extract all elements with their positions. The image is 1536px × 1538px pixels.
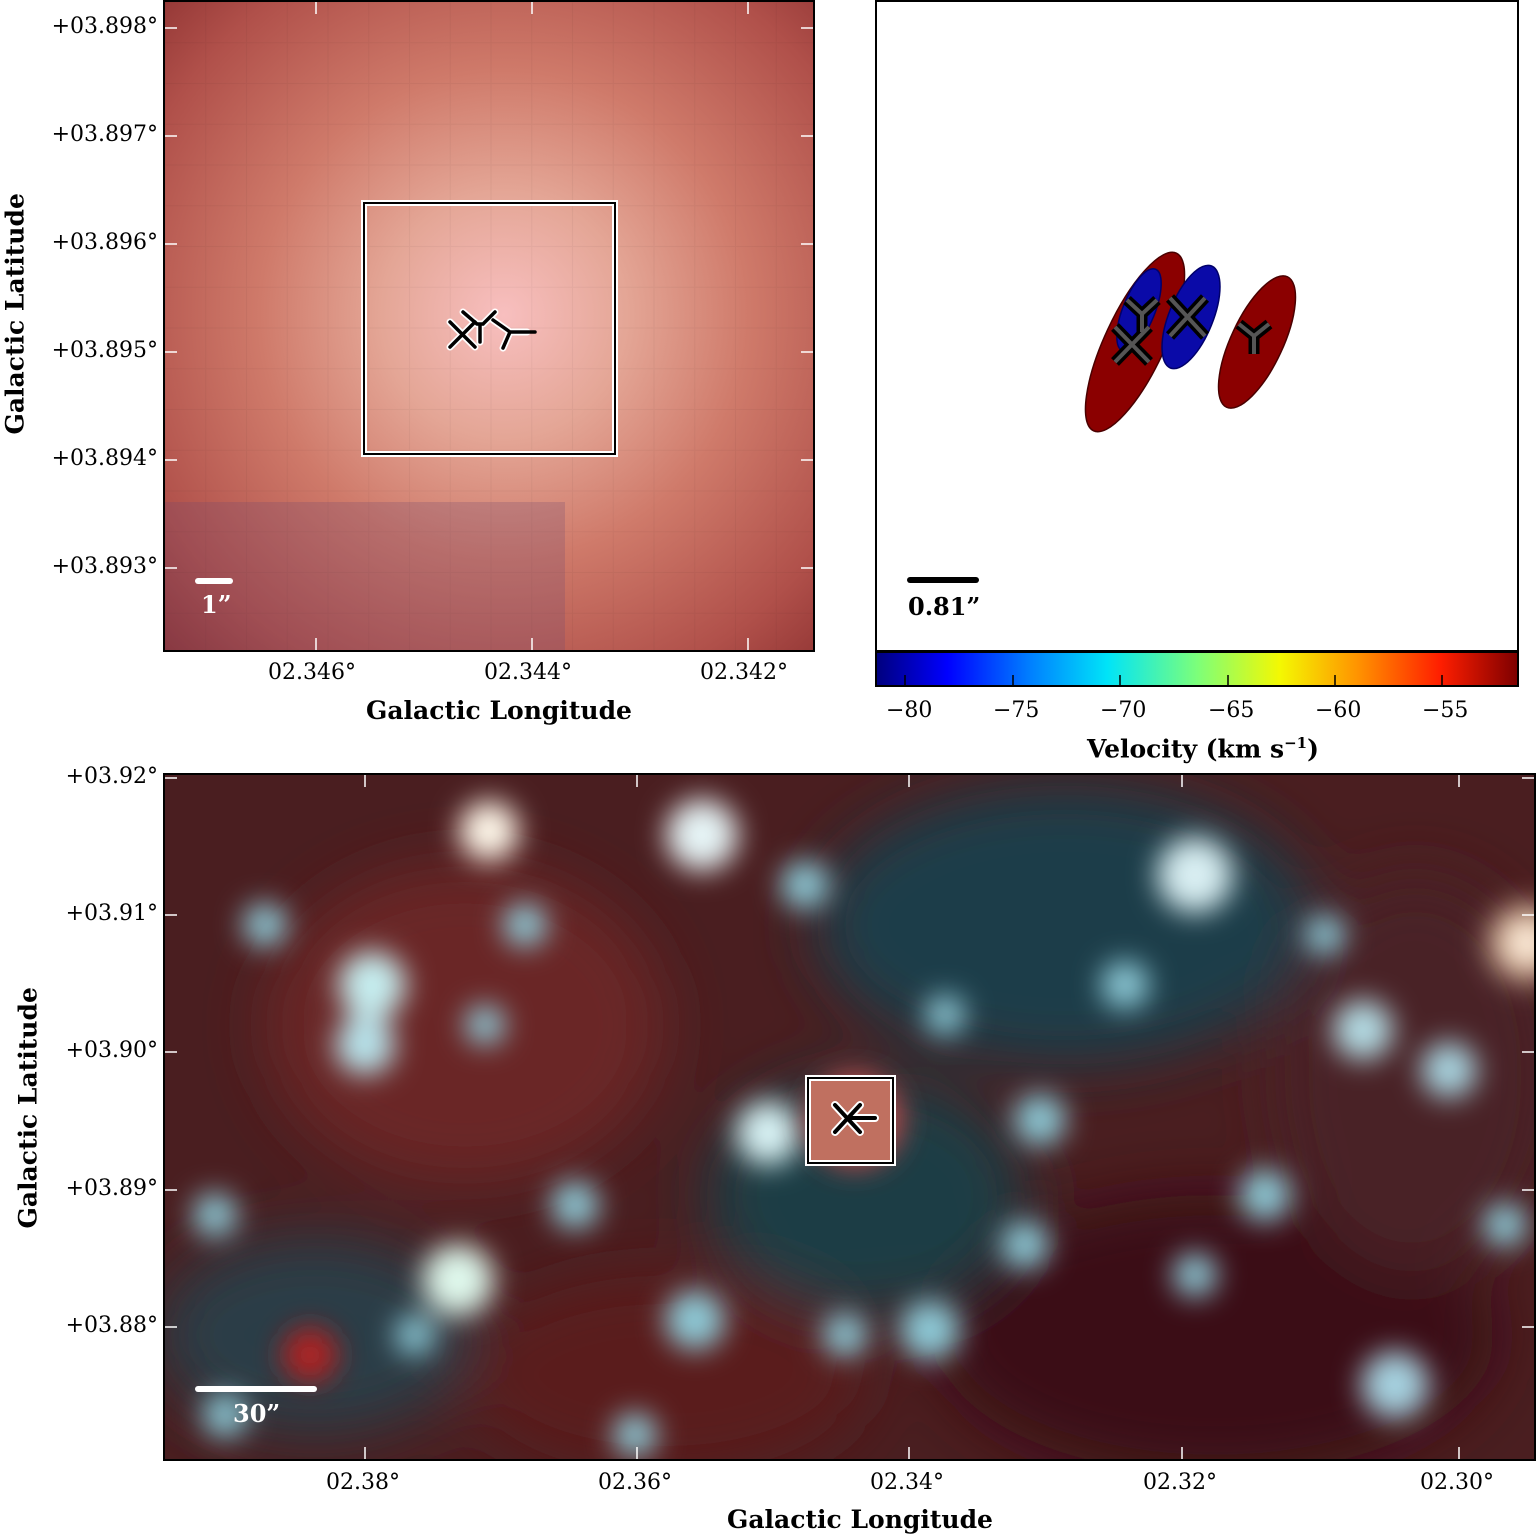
- colorbar-tick: −65: [1208, 698, 1255, 723]
- y-tick: +03.89°: [65, 1176, 158, 1201]
- colorbar-tick: −60: [1315, 698, 1362, 723]
- wide-field-image-panel: 30”: [163, 773, 1536, 1461]
- scale-bar: [195, 1386, 317, 1392]
- wide-field-image: [165, 775, 1534, 1459]
- x-tick: 02.32°: [1143, 1470, 1217, 1495]
- y-axis-title: Galactic Latitude: [13, 987, 43, 1229]
- y-tick: +03.895°: [51, 338, 158, 363]
- x-tick: 02.346°: [268, 660, 356, 685]
- source-markers: [1113, 296, 1271, 364]
- x-axis-title: Galactic Longitude: [366, 696, 632, 725]
- scale-bar: [195, 578, 233, 584]
- velocity-map: [1084, 251, 1297, 433]
- y-axis-title: Galactic Latitude: [0, 193, 30, 435]
- x-tick: 02.342°: [700, 660, 788, 685]
- zoom-image-panel: 1”: [163, 0, 815, 652]
- colorbar-tick: −70: [1100, 698, 1147, 723]
- colorbar-title-close: ): [1307, 734, 1319, 764]
- x-axis-title: Galactic Longitude: [727, 1505, 993, 1534]
- y-tick: +03.893°: [51, 554, 158, 579]
- colorbar-title-exponent: −1: [1284, 734, 1308, 752]
- colorbar-title-text: Velocity (km s: [1087, 734, 1285, 764]
- scale-label: 0.81”: [908, 592, 981, 621]
- y-tick: +03.92°: [65, 764, 158, 789]
- y-tick: +03.896°: [51, 230, 158, 255]
- x-tick: 02.34°: [870, 1470, 944, 1495]
- y-tick: +03.91°: [65, 901, 158, 926]
- x-tick: 02.38°: [326, 1470, 400, 1495]
- velocity-colorbar: [875, 651, 1519, 687]
- scale-label: 30”: [233, 1399, 281, 1428]
- y-tick: +03.88°: [65, 1313, 158, 1338]
- x-tick: 02.30°: [1420, 1470, 1494, 1495]
- y-tick: +03.897°: [51, 122, 158, 147]
- x-tick: 02.344°: [484, 660, 572, 685]
- y-tick: +03.898°: [51, 14, 158, 39]
- velocity-map-panel: 0.81”: [875, 0, 1519, 652]
- zoom-image: [165, 2, 813, 650]
- scale-label: 1”: [201, 590, 232, 619]
- colorbar-tick: −55: [1422, 698, 1469, 723]
- y-tick: +03.90°: [65, 1038, 158, 1063]
- scale-bar: [907, 577, 979, 583]
- colorbar-title: Velocity (km s−1): [1087, 734, 1319, 763]
- colorbar-tick: −80: [886, 698, 933, 723]
- x-tick: 02.36°: [598, 1470, 672, 1495]
- y-tick: +03.894°: [51, 446, 158, 471]
- colorbar-tick: −75: [993, 698, 1040, 723]
